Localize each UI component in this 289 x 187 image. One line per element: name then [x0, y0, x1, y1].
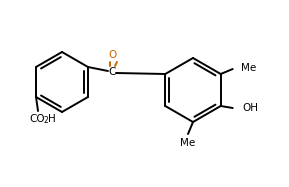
Text: Me: Me	[180, 138, 196, 148]
Text: 2: 2	[44, 116, 48, 125]
Text: OH: OH	[243, 103, 259, 113]
Text: O: O	[109, 50, 117, 60]
Text: Me: Me	[241, 63, 256, 73]
Text: CO: CO	[29, 114, 45, 124]
Text: C: C	[108, 67, 116, 77]
Text: H: H	[48, 114, 56, 124]
